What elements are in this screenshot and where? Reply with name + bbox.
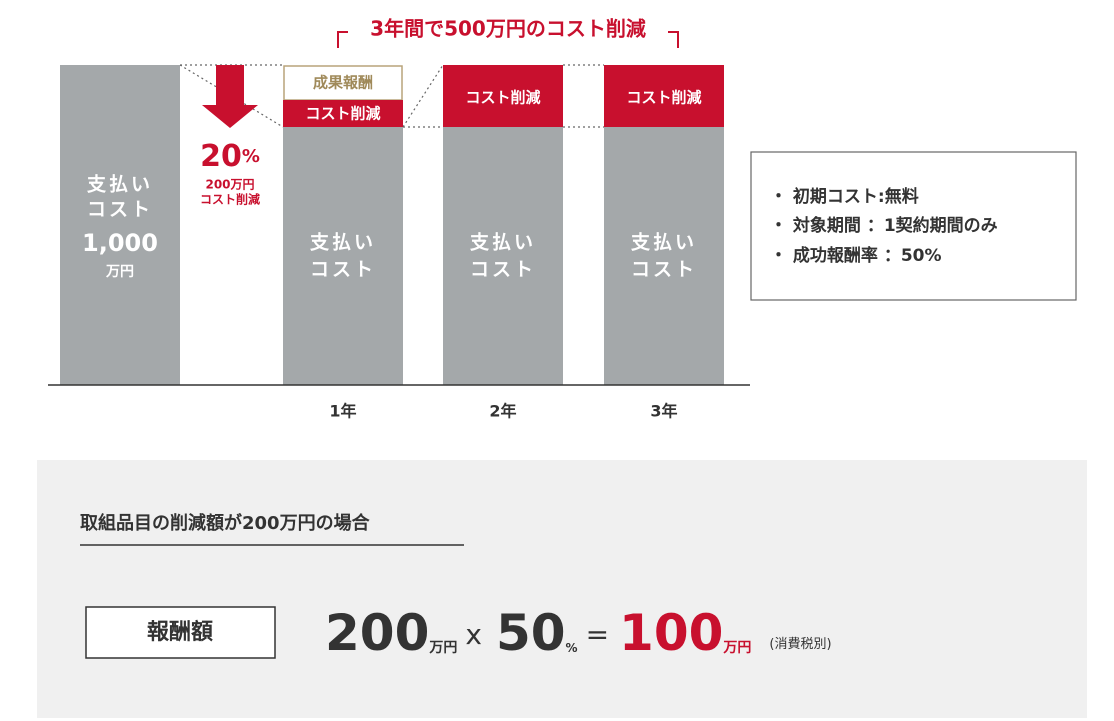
formula-a: 200 bbox=[325, 604, 429, 662]
year-label: 2年 bbox=[489, 402, 516, 421]
condition: ・ 成功報酬率 ：50% bbox=[770, 245, 942, 266]
formula-a-unit: 万円 bbox=[428, 640, 457, 656]
header-bracket bbox=[337, 31, 679, 48]
cost-bar bbox=[283, 127, 403, 385]
fee-box bbox=[283, 65, 403, 101]
saving-bar bbox=[443, 65, 563, 127]
bar-unit: 万円 bbox=[105, 264, 134, 280]
formula-result-unit: 万円 bbox=[722, 640, 751, 656]
example-panel bbox=[37, 460, 1087, 718]
reduction-arrow bbox=[202, 65, 258, 128]
saving-label: コスト削減 bbox=[626, 89, 701, 107]
year-label: 3年 bbox=[650, 402, 677, 421]
header-title: 3年間で500万円のコスト削減 bbox=[370, 17, 646, 41]
formula-result: 100 bbox=[619, 604, 723, 662]
cost-bar bbox=[604, 127, 724, 385]
bar-text: コスト bbox=[631, 259, 697, 281]
percent-number: 20 bbox=[200, 139, 242, 174]
bar-text: 支払い bbox=[630, 232, 697, 254]
percent-unit: % bbox=[242, 146, 260, 167]
condition: ・ 対象期間 ：1契約期間のみ bbox=[770, 215, 998, 236]
formula-b: 50 bbox=[496, 604, 566, 662]
formula-times: x bbox=[465, 618, 482, 651]
bar-text: 支払い bbox=[86, 174, 153, 196]
badge: 報酬額 bbox=[147, 619, 213, 645]
condition: ・ 初期コスト:無料 bbox=[770, 186, 919, 207]
bar-text: コスト bbox=[87, 199, 153, 221]
reduction-amount: 200万円 bbox=[205, 178, 254, 192]
formula-b-unit: % bbox=[566, 641, 578, 655]
bar-text: コスト bbox=[470, 259, 536, 281]
example-title: 取組品目の削減額が200万円の場合 bbox=[80, 512, 371, 534]
saving-bar bbox=[604, 65, 724, 127]
initial-bar bbox=[60, 65, 180, 385]
fee-label: 成果報酬 bbox=[313, 74, 373, 92]
badge-box bbox=[85, 606, 276, 659]
saving-label: コスト削減 bbox=[465, 89, 540, 107]
saving-label: コスト削減 bbox=[305, 105, 380, 123]
year-label: 1年 bbox=[329, 402, 356, 421]
bar-text: コスト bbox=[310, 259, 376, 281]
cost-bar bbox=[443, 127, 563, 385]
formula-equals: = bbox=[586, 618, 609, 651]
bar-text: 支払い bbox=[469, 232, 536, 254]
reduction-percent: 20% bbox=[200, 139, 260, 174]
saving-bar bbox=[283, 100, 403, 127]
formula: 200万円 x 50% = 100万円 (消費税別) bbox=[325, 604, 832, 662]
conditions-box bbox=[750, 151, 1077, 301]
formula-note: (消費税別) bbox=[769, 637, 831, 652]
bar-amount: 1,000 bbox=[82, 229, 158, 257]
bar-text: 支払い bbox=[309, 232, 376, 254]
reduction-label: コスト削減 bbox=[200, 192, 260, 207]
